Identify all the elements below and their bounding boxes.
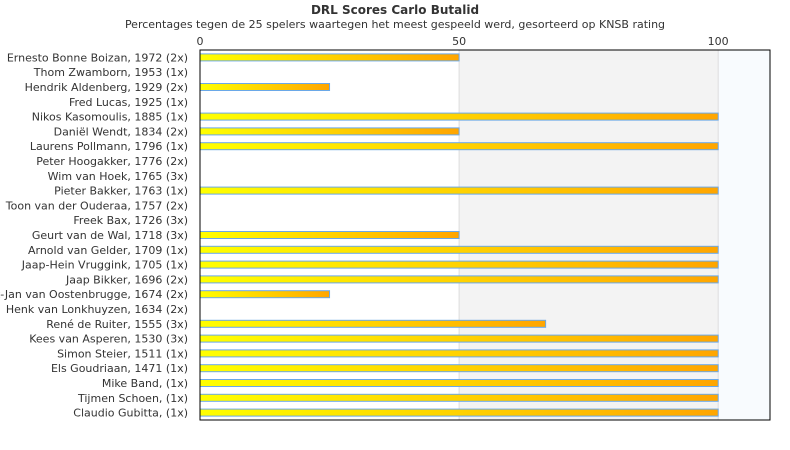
category-label: Tijmen Schoen, (1x) — [77, 392, 188, 405]
bar — [199, 53, 460, 62]
bar — [199, 245, 719, 254]
category-label: Wim van Hoek, 1765 (3x) — [48, 170, 188, 183]
category-label: Simon Steier, 1511 (1x) — [57, 347, 188, 360]
category-label: Ernesto Bonne Boizan, 1972 (2x) — [7, 51, 188, 64]
category-label: Henk van Lonkhuyzen, 1634 (2x) — [6, 303, 188, 316]
category-label: René de Ruiter, 1555 (3x) — [46, 318, 188, 331]
category-label: Claudio Gubitta, (1x) — [73, 407, 188, 420]
bar — [199, 364, 719, 373]
bar — [199, 379, 719, 387]
category-label: Daniël Wendt, 1834 (2x) — [54, 125, 188, 138]
bar — [199, 186, 719, 195]
category-label: Fred Lucas, 1925 (1x) — [69, 96, 188, 109]
bar — [199, 127, 460, 136]
x-tick-label: 0 — [197, 35, 204, 48]
category-label: Els Goudriaan, 1471 (1x) — [51, 362, 188, 375]
x-tick-label: 50 — [452, 35, 466, 48]
bar — [199, 260, 719, 269]
bar — [199, 83, 331, 91]
category-label: Laurens Pollmann, 1796 (1x) — [30, 140, 188, 153]
band-100-110 — [718, 50, 770, 420]
category-label: Peter Hoogakker, 1776 (2x) — [36, 155, 188, 168]
bar — [199, 112, 719, 121]
category-label: Freek Bax, 1726 (3x) — [73, 214, 188, 227]
chart-title: DRL Scores Carlo Butalid — [310, 3, 480, 17]
category-label: Jaap Bikker, 1696 (2x) — [65, 273, 188, 286]
category-label: Kees van Asperen, 1530 (3x) — [29, 333, 188, 346]
band-50-100 — [459, 50, 719, 420]
bar — [199, 349, 719, 358]
category-label: Mike Band, (1x) — [102, 377, 188, 390]
chart-subtitle: Percentages tegen de 25 spelers waartege… — [124, 18, 666, 31]
bar — [199, 319, 547, 328]
category-label: Pieter Bakker, 1763 (1x) — [54, 185, 188, 198]
bar — [199, 334, 719, 343]
category-label: Thom Zwamborn, 1953 (1x) — [33, 66, 188, 79]
category-label: Toon van der Ouderaa, 1757 (2x) — [5, 199, 188, 212]
bar — [199, 142, 719, 151]
category-label: t-Jan van Oostenbrugge, 1674 (2x) — [0, 288, 188, 301]
category-label: Hendrik Aldenberg, 1929 (2x) — [25, 81, 188, 94]
category-label: Arnold van Gelder, 1709 (1x) — [28, 244, 188, 257]
bar — [199, 231, 460, 239]
category-label: Nikos Kasomoulis, 1885 (1x) — [32, 111, 188, 124]
plot-border — [199, 49, 771, 421]
category-label: Jaap-Hein Vruggink, 1705 (1x) — [21, 259, 188, 272]
bar — [199, 393, 719, 402]
bar — [199, 408, 719, 417]
bar — [199, 275, 719, 284]
bar — [199, 290, 331, 299]
x-tick-label: 100 — [708, 35, 729, 48]
category-label: Geurt van de Wal, 1718 (3x) — [32, 229, 188, 242]
